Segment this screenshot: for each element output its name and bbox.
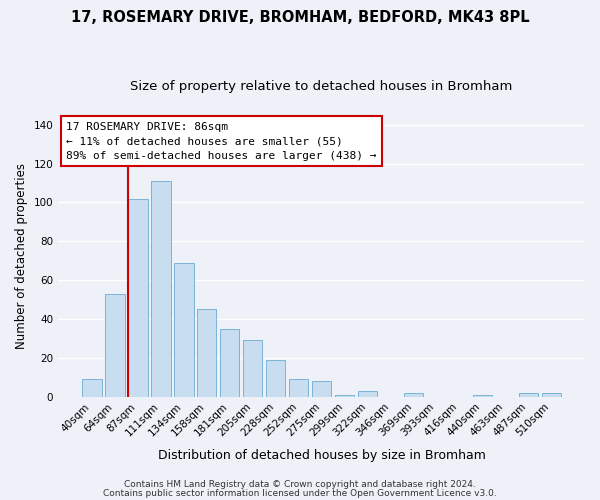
Bar <box>358 391 377 396</box>
Title: Size of property relative to detached houses in Bromham: Size of property relative to detached ho… <box>130 80 513 93</box>
Text: 17 ROSEMARY DRIVE: 86sqm
← 11% of detached houses are smaller (55)
89% of semi-d: 17 ROSEMARY DRIVE: 86sqm ← 11% of detach… <box>66 122 377 161</box>
Text: Contains public sector information licensed under the Open Government Licence v3: Contains public sector information licen… <box>103 488 497 498</box>
Bar <box>174 262 194 396</box>
Bar <box>473 394 492 396</box>
Bar <box>335 394 355 396</box>
Bar <box>220 328 239 396</box>
Bar <box>82 379 101 396</box>
Bar <box>404 393 423 396</box>
Bar <box>151 181 170 396</box>
Bar <box>312 381 331 396</box>
Bar <box>266 360 286 397</box>
Bar <box>542 393 561 396</box>
Y-axis label: Number of detached properties: Number of detached properties <box>15 163 28 349</box>
Text: Contains HM Land Registry data © Crown copyright and database right 2024.: Contains HM Land Registry data © Crown c… <box>124 480 476 489</box>
X-axis label: Distribution of detached houses by size in Bromham: Distribution of detached houses by size … <box>158 450 485 462</box>
Bar <box>289 379 308 396</box>
Bar <box>518 393 538 396</box>
Bar <box>105 294 125 397</box>
Bar <box>243 340 262 396</box>
Bar <box>128 198 148 396</box>
Text: 17, ROSEMARY DRIVE, BROMHAM, BEDFORD, MK43 8PL: 17, ROSEMARY DRIVE, BROMHAM, BEDFORD, MK… <box>71 10 529 25</box>
Bar <box>197 310 217 396</box>
